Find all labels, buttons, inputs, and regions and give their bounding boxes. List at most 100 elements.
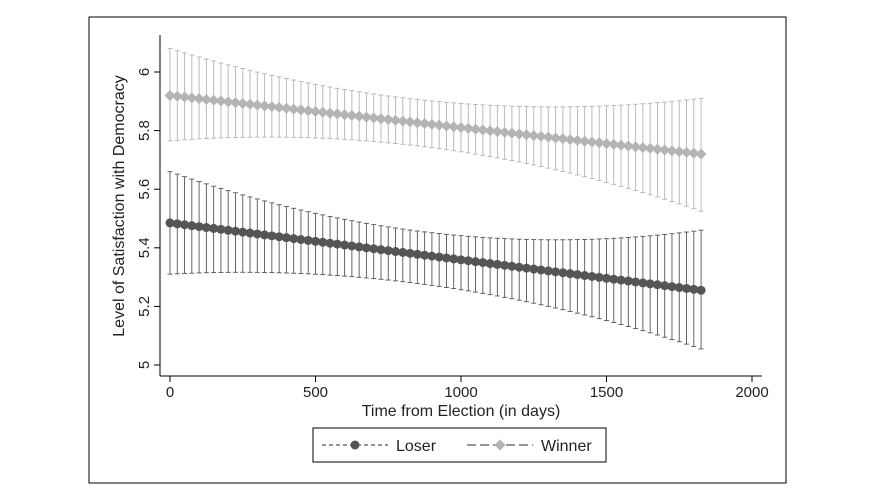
data-point-winner [186, 92, 198, 104]
data-point-loser [478, 258, 488, 268]
data-point-winner [353, 110, 365, 122]
data-point-loser [602, 273, 611, 283]
data-point-winner [651, 143, 663, 155]
data-point-winner [302, 105, 314, 117]
data-point-winner [208, 94, 220, 106]
data-point-winner [601, 138, 612, 150]
data-point-winner [622, 140, 634, 152]
data-point-winner [644, 142, 656, 154]
data-point-winner [513, 128, 525, 140]
outer-frame [88, 16, 787, 484]
data-point-winner [251, 99, 263, 111]
data-point-loser [623, 276, 633, 286]
data-point-loser [427, 251, 437, 261]
data-point-loser [638, 278, 648, 288]
data-point-loser [172, 219, 182, 229]
data-point-loser [645, 279, 655, 289]
data-point-winner [280, 102, 292, 114]
data-point-loser [260, 230, 270, 240]
data-point-winner [659, 144, 671, 156]
data-point-loser [252, 229, 262, 239]
x-tick-label: 0 [166, 384, 174, 401]
data-point-winner [193, 93, 205, 105]
data-point-loser [303, 235, 313, 245]
data-point-winner [506, 127, 518, 139]
data-point-winner [542, 131, 554, 143]
x-axis-label: Time from Election (in days) [362, 403, 561, 420]
data-point-winner [593, 137, 605, 149]
data-point-loser [216, 224, 226, 234]
data-point-winner [535, 130, 547, 142]
data-point-winner [615, 139, 627, 151]
data-point-loser [514, 262, 524, 272]
data-point-loser [376, 245, 386, 255]
data-point-loser [347, 241, 357, 251]
data-point-loser [507, 261, 517, 271]
data-point-loser [412, 249, 422, 259]
data-point-loser [398, 247, 408, 257]
data-point-loser [267, 231, 277, 241]
data-point-loser [223, 225, 233, 235]
data-point-winner [411, 117, 423, 129]
data-point-loser [500, 260, 510, 270]
x-tick-label: 1000 [444, 384, 477, 401]
x-axis: 0 500 1000 1500 2000 Time from Election (in … [160, 375, 769, 420]
data-point-loser [289, 234, 299, 244]
data-point-loser [609, 274, 619, 284]
plot-area [164, 48, 707, 350]
y-tick-label: 6 [136, 68, 153, 76]
data-point-winner [550, 132, 562, 144]
data-point-loser [492, 259, 502, 269]
data-point-loser [652, 280, 662, 290]
data-point-winner [433, 119, 445, 131]
data-point-winner [673, 146, 685, 158]
data-point-loser [180, 220, 190, 230]
data-point-loser [201, 223, 211, 233]
data-point-winner [681, 146, 693, 158]
y-axis: 5 5.2 5.4 5.6 5.8 6 Level of Satisfaction wit… [111, 35, 161, 376]
data-point-winner [229, 97, 241, 109]
data-point-winner [288, 103, 300, 115]
data-point-winner [360, 111, 372, 123]
data-point-loser [274, 232, 284, 242]
data-point-loser [529, 264, 539, 274]
data-point-winner [462, 122, 474, 134]
data-point-loser [420, 250, 430, 260]
data-point-winner [266, 101, 278, 113]
data-point-winner [608, 138, 620, 150]
data-point-loser [689, 284, 699, 294]
x-tick-label: 1500 [590, 384, 623, 401]
data-point-loser [434, 252, 444, 262]
data-point-loser [194, 222, 204, 232]
data-point-winner [499, 126, 511, 138]
y-ticks: 5 5.2 5.4 5.6 5.8 6 [136, 68, 160, 369]
legend-item-loser: Loser [322, 438, 437, 455]
y-tick-label: 5.4 [136, 237, 153, 258]
series-loser [165, 171, 706, 350]
legend-label-loser: Loser [396, 438, 437, 455]
data-point-winner [404, 116, 416, 128]
data-point-winner [171, 90, 183, 102]
data-point-loser [616, 275, 626, 285]
data-point-winner [426, 118, 438, 130]
data-point-loser [391, 247, 401, 257]
data-point-winner [259, 100, 271, 112]
legend-marker-loser [350, 440, 360, 450]
data-point-winner [368, 112, 380, 124]
data-point-loser [660, 281, 670, 291]
data-point-winner [222, 96, 234, 108]
data-point-loser [369, 244, 379, 254]
data-point-winner [237, 97, 249, 109]
data-point-winner [310, 105, 321, 117]
data-point-loser [572, 270, 582, 280]
data-point-winner [470, 123, 482, 135]
data-point-loser [587, 271, 597, 281]
y-tick-label: 5.8 [136, 120, 153, 141]
x-tick-label: 500 [303, 384, 328, 401]
data-point-loser [361, 243, 371, 253]
data-point-loser [485, 259, 495, 269]
data-point-loser [245, 228, 255, 238]
data-point-loser [521, 263, 531, 273]
data-point-winner [295, 104, 307, 116]
data-point-winner [448, 121, 460, 133]
